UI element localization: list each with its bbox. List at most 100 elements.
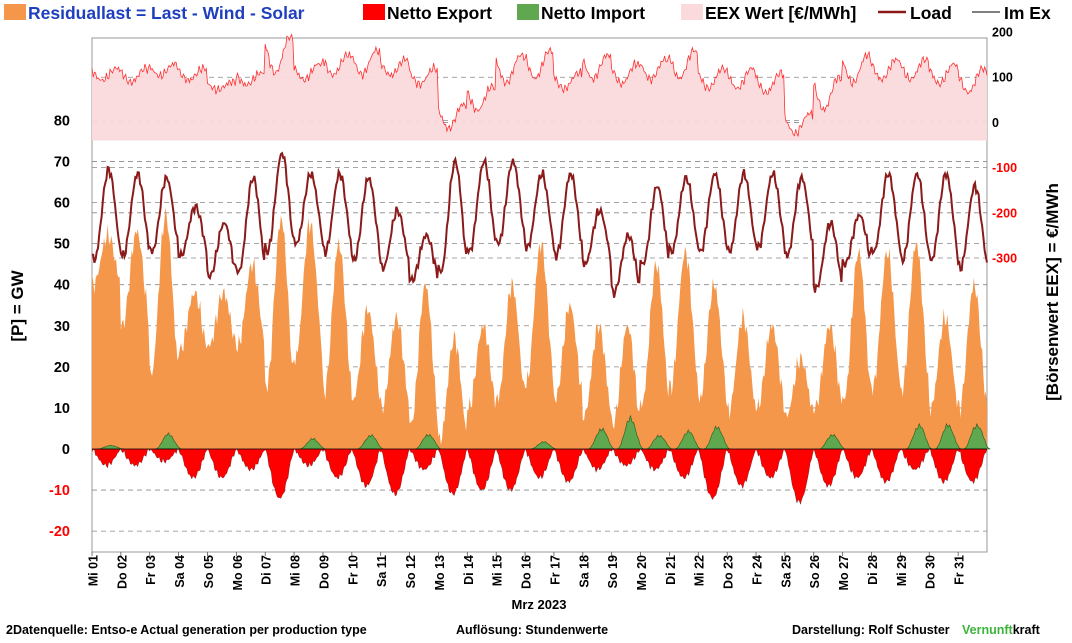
x-tick-label: Mi 29 [895,555,909,586]
x-tick-label: Fr 31 [953,555,967,585]
netto-import-peak [97,444,124,450]
residuallast-area [92,207,987,449]
x-tick-label: Mi 08 [289,555,303,586]
x-tick-label: Di 07 [260,555,274,585]
netto-import-peak [934,422,963,450]
x-tick-label: So 12 [404,555,418,588]
x-tick-label: Di 21 [664,555,678,585]
x-tick-label: Fr 10 [346,555,360,585]
netto-import-peak [588,427,615,450]
x-tick-label: Mo 06 [231,555,245,590]
x-tick-label: So 05 [202,555,216,588]
x-tick-label: Di 14 [462,555,476,585]
footer: 2Datenquelle: Entso-e Actual generation … [6,623,1041,637]
netto-import-peak [155,432,182,450]
x-tick-label: Fr 03 [144,555,158,585]
netto-import-peak [530,441,557,450]
legend-label: EEX Wert [€/MWh] [705,3,856,23]
x-tick-label: Sa 11 [375,555,389,587]
x-tick-label: So 19 [606,555,620,588]
netto-import-peak [703,425,731,450]
y-right-tick: -300 [992,251,1017,265]
y-left-tick: -10 [49,483,70,499]
y-left-tick: 10 [54,401,70,417]
netto-import-peak [819,434,846,450]
y-left-tick: 0 [62,442,70,458]
y-right-tick: -100 [992,161,1017,175]
footer-brand-part2: kraft [1013,623,1041,637]
x-axis-label: Mrz 2023 [512,597,567,612]
x-tick-label: Sa 04 [173,555,187,588]
y-left-tick: 40 [54,278,70,294]
legend-entry: Load [878,3,952,23]
x-tick-label: Sa 18 [577,555,591,588]
y-left-tick: 30 [54,319,70,335]
legend-swatch [517,4,539,20]
legend-swatch [363,4,385,20]
netto-export-area [92,449,987,505]
legend-label: Netto Import [541,3,645,23]
y-left-tick: 70 [54,154,70,170]
netto-import-peak [905,422,934,450]
y-right-tick: 200 [992,26,1013,40]
x-tick-label: So 26 [808,555,822,588]
x-tick-label: Fr 24 [750,555,764,585]
eex-price-area [92,34,987,141]
y-left-label: [P] = GW [8,269,27,341]
x-tick-label: Do 09 [317,555,331,589]
netto-import-peak [415,433,442,450]
x-tick-label: Mi 22 [693,555,707,586]
netto-import-peak [962,423,991,450]
legend-entry: Im Ex [972,3,1051,23]
legend-label: Netto Export [387,3,492,23]
legend-swatch [681,4,703,20]
x-tick-label: Di 28 [866,555,880,585]
netto-import-peak [675,429,702,450]
im-ex-line [91,448,988,505]
footer-author: Darstellung: Rolf Schuster [792,623,950,637]
y-right-tick: 0 [992,116,999,130]
y-left-tick: 20 [54,360,70,376]
footer-brand-part1: Vernunft [962,623,1014,637]
legend-label: Residuallast = Last - Wind - Solar [28,3,305,23]
legend-entry: Residuallast = Last - Wind - Solar [4,3,305,23]
x-tick-label: Mi 15 [491,555,505,586]
footer-resolution: Auflösung: Stundenwerte [456,623,608,637]
x-tick-label: Fr 17 [548,555,562,585]
netto-import-peak [646,434,673,450]
x-tick-label: Do 23 [722,555,736,589]
load-line [91,151,988,298]
x-tick-label: Mi 01 [86,555,100,586]
y-left-tick: 60 [54,196,70,212]
x-tick-label: Mo 13 [433,555,447,590]
plot-series [91,33,991,505]
netto-import-peak [357,433,384,450]
x-tick-label: Sa 25 [779,555,793,588]
y-left-tick: 50 [54,237,70,253]
x-tick-label: Mo 27 [837,555,851,590]
x-tick-label: Do 30 [924,555,938,589]
y-left-tick: 80 [54,113,70,129]
netto-import-peak [299,437,326,450]
legend-entry: EEX Wert [€/MWh] [681,3,856,23]
legend-swatch [4,4,26,20]
x-tick-label: Do 02 [115,555,129,589]
eex-price-line [91,33,988,137]
y-left-tick: -20 [49,524,70,540]
x-tick-label: Mo 20 [635,555,649,590]
footer-source: 2Datenquelle: Entso-e Actual generation … [6,623,367,637]
netto-import-peak [616,415,645,450]
footer-brand: Vernunftkraft [962,623,1041,637]
legend-label: Im Ex [1004,3,1051,23]
axes: [P] = GW [Börsenwert EEX] = €/MWh Mrz 20… [8,26,1062,612]
y-right-tick: 100 [992,71,1013,85]
y-right-tick: -200 [992,206,1017,220]
legend-label: Load [910,3,952,23]
x-tick-label: Do 16 [520,555,534,589]
legend-entry: Netto Import [517,3,645,23]
legend: Residuallast = Last - Wind - Solar Netto … [4,3,1051,23]
y-right-label: [Börsenwert EEX] = €/MWh [1043,183,1062,401]
legend-entry: Netto Export [363,3,492,23]
